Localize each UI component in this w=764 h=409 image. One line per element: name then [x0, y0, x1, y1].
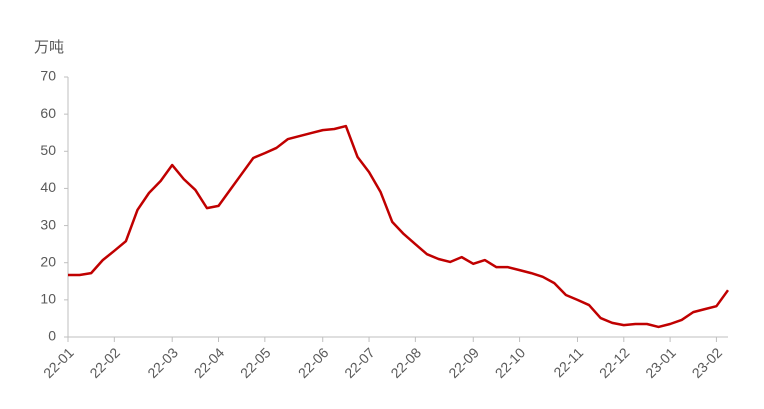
x-tick-label: 22-01	[40, 344, 77, 381]
y-tick-label: 20	[40, 253, 56, 269]
y-axis-label: 万吨	[34, 39, 64, 56]
y-tick-label: 70	[40, 68, 56, 84]
y-tick-label: 10	[40, 291, 56, 307]
x-tick-label: 22-08	[387, 344, 424, 381]
x-tick-label: 22-03	[144, 344, 181, 381]
x-tick-label: 22-10	[492, 344, 529, 381]
x-tick-label: 22-04	[191, 344, 228, 381]
x-tick-label: 23-01	[642, 344, 679, 381]
y-tick-label: 30	[40, 216, 56, 232]
x-tick-label: 22-07	[341, 344, 378, 381]
y-tick-label: 60	[40, 105, 56, 121]
x-tick-label: 22-06	[295, 344, 332, 381]
y-tick-label: 40	[40, 179, 56, 195]
y-tick-label: 0	[48, 328, 56, 344]
x-tick-label: 22-09	[445, 344, 482, 381]
y-tick-label: 50	[40, 142, 56, 158]
x-tick-label: 22-11	[550, 344, 586, 380]
x-tick-label: 23-02	[689, 344, 726, 381]
line-series	[68, 124, 730, 329]
x-tick-label: 22-02	[86, 344, 123, 381]
x-tick-label: 22-05	[237, 344, 274, 381]
x-tick-label: 22-12	[596, 344, 633, 381]
